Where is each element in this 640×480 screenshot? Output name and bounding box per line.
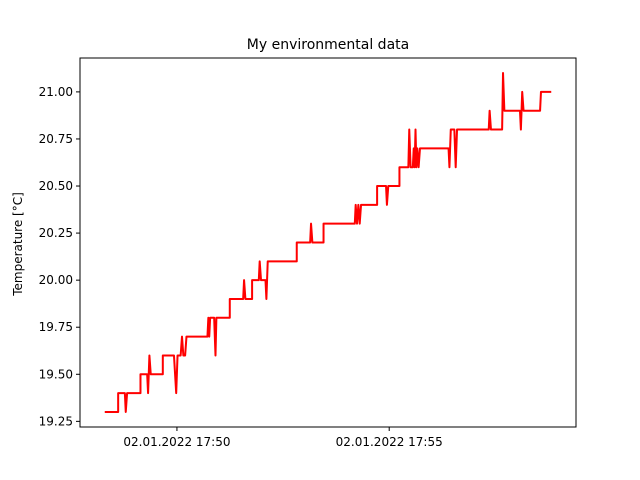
axis-ticks: 19.25 19.50 19.75 20.00 20.25 20.50 20.75 21.00… (39, 85, 443, 449)
y-tick-label: 20.75 (39, 132, 73, 146)
chart-title: My environmental data (247, 37, 409, 53)
y-tick-label: 20.50 (39, 179, 73, 193)
y-tick-label: 21.00 (39, 85, 73, 99)
x-tick-label: 02.01.2022 17:50 (123, 435, 230, 449)
y-axis-label: Temperature [°C] (11, 192, 25, 297)
plot-area (104, 72, 552, 413)
plot-frame (79, 57, 577, 428)
y-tick-label: 19.75 (39, 320, 73, 334)
y-tick-label: 20.00 (39, 273, 73, 287)
y-tick-label: 19.25 (39, 414, 73, 428)
y-tick-label: 19.50 (39, 367, 73, 381)
y-tick-label: 20.25 (39, 226, 73, 240)
x-tick-label: 02.01.2022 17:55 (336, 435, 443, 449)
temperature-series-line (104, 72, 552, 413)
